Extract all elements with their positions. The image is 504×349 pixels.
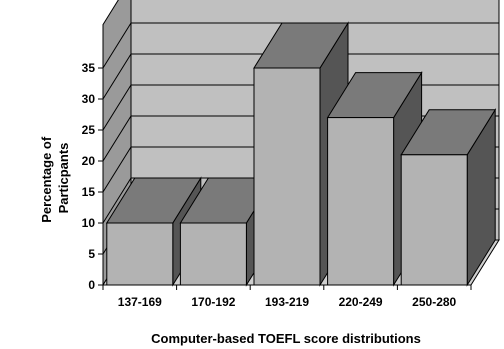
y-tick-label: 30 [82,92,96,106]
y-tick-label: 10 [82,216,96,230]
y-tick-label: 5 [88,247,95,261]
chart-tick-labels: 0 5 10 15 20 25 30 35 137-169 170-192 193-219 220-2… [82,61,457,309]
gridline-30 [102,53,499,100]
x-tick-label: 250-280 [412,295,456,309]
y-axis-label-line-1: Percentage of [39,136,54,223]
gridline-35 [102,22,499,69]
y-tick-label: 0 [88,278,95,292]
y-tick-label: 25 [82,123,96,137]
bar-front [400,154,468,286]
x-tick-label: 170-192 [191,295,235,309]
x-tick-label: 193-219 [265,295,309,309]
x-axis-label: Computer-based TOEFL score distributions [151,331,421,346]
y-tick-label: 35 [82,61,96,75]
x-tick-label: 137-169 [118,295,162,309]
chart-bars [105,21,497,287]
y-axis-label-line-2: Particpants [56,143,71,214]
bar-front [179,222,247,286]
y-tick-label: 20 [82,154,96,168]
bar-front [327,117,395,286]
bar-250-280 [400,108,497,287]
x-tick-label: 220-249 [339,295,383,309]
y-axis-label: Percentage of Particpants [39,133,71,223]
bar-front [253,67,321,286]
bar-front [106,222,174,286]
y-tick-label: 15 [82,185,96,199]
